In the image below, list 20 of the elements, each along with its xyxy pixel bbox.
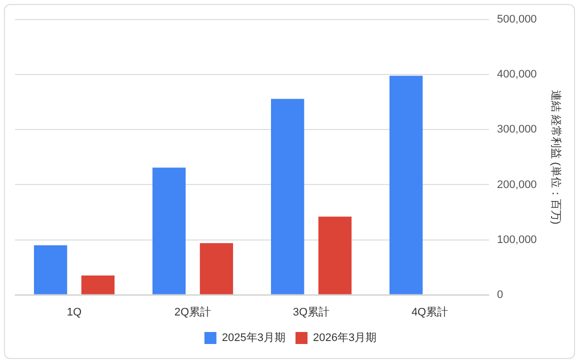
y-tick-label: 400,000 (497, 68, 537, 81)
legend-label: 2026年3月期 (313, 332, 377, 344)
y-tick-label: 500,000 (497, 14, 537, 26)
bar (389, 76, 423, 294)
x-tick-label: 1Q (66, 306, 82, 318)
y-tick-label: 0 (497, 288, 504, 301)
y-tick-label: 100,000 (497, 234, 537, 246)
legend-label: 2025年3月期 (222, 332, 286, 344)
x-tick-label: 3Q累計 (292, 305, 330, 318)
x-tick-label: 4Q累計 (411, 305, 448, 318)
bar (270, 98, 304, 294)
y-tick-label: 300,000 (497, 124, 537, 136)
y-axis-title: 連結 経常利益 (単位：百万) (549, 90, 562, 224)
bar (81, 276, 115, 294)
bar (152, 168, 186, 294)
bar (34, 245, 68, 294)
y-tick-label: 200,000 (497, 178, 537, 191)
x-tick-label: 2Q累計 (174, 305, 212, 318)
bar (200, 243, 234, 294)
bar (318, 216, 352, 294)
